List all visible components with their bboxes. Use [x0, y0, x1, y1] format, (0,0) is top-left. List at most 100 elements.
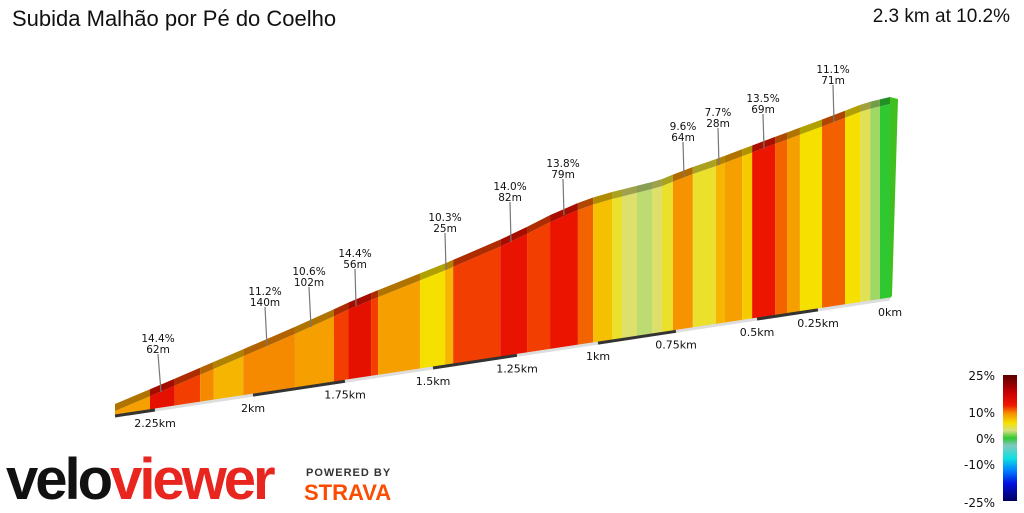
distance-axis-bar: [114, 408, 156, 418]
strava-logo: STRAVA: [304, 480, 392, 505]
distance-axis-bar: [675, 317, 758, 333]
profile-segment-top: [150, 378, 175, 397]
profile-segment-top: [799, 119, 823, 135]
distance-tick-label: 2.25km: [134, 417, 176, 430]
distance-axis-bar: [344, 366, 434, 383]
profile-segment: [775, 139, 788, 316]
profile-segment: [500, 233, 528, 357]
profile-segment: [672, 173, 693, 331]
distance-tick-label: 0.5km: [740, 326, 775, 339]
profile-segment-top: [860, 101, 871, 112]
profile-segment: [661, 181, 673, 333]
profile-segment-top: [845, 104, 861, 118]
annotation-length: 140m: [250, 297, 280, 309]
profile-segment-top: [378, 273, 420, 298]
profile-segment: [799, 126, 823, 312]
profile-segment: [715, 162, 725, 325]
annotation-leader-line: [682, 141, 685, 178]
profile-segment-top: [742, 145, 753, 157]
profile-segment-top: [333, 302, 349, 317]
legend-color-bar: [1003, 375, 1017, 501]
annotation-grade: 13.8%: [546, 158, 579, 170]
profile-segment-top: [577, 197, 594, 210]
profile-segment: [348, 299, 372, 380]
annotation-length: 82m: [498, 192, 522, 204]
annotation-grade: 10.6%: [292, 266, 325, 278]
annotation-length: 62m: [146, 344, 170, 356]
distance-axis-bar: [516, 341, 599, 357]
segment-title: Subida Malhão por Pé do Coelho: [12, 6, 337, 31]
profile-segment-top: [593, 191, 613, 205]
annotation-leader-line: [157, 353, 162, 393]
profile-segment: [419, 270, 446, 369]
profile-segment-top: [692, 159, 716, 174]
profile-segment: [550, 209, 578, 350]
distance-tick-label: 2km: [241, 402, 265, 415]
profile-segment: [845, 111, 861, 305]
legend-label: 10%: [968, 406, 995, 420]
profile-segment: [612, 196, 623, 340]
annotation-leader-line: [264, 306, 268, 347]
veloviewer-logo: veloviewer: [6, 447, 276, 512]
profile-segment-top: [371, 290, 379, 300]
legend-label: 0%: [976, 432, 995, 446]
profile-segment: [213, 356, 244, 401]
profile-segment-top: [651, 179, 662, 190]
profile-segment-top: [672, 166, 693, 182]
profile-segment: [637, 189, 652, 337]
profile-segment-top: [661, 174, 673, 187]
distance-axis-bar: [817, 297, 891, 312]
profile-segment-top: [527, 215, 551, 234]
legend-label: 25%: [968, 369, 995, 383]
annotation-grade: 14.4%: [338, 248, 371, 260]
profile-segment-top: [787, 127, 800, 140]
profile-segment-top: [637, 182, 652, 193]
distance-axis-bar: [756, 308, 819, 321]
annotation-leader-line: [509, 201, 512, 243]
profile-segment-top: [213, 349, 244, 369]
distance-tick-label: 0km: [878, 306, 902, 319]
profile-segment: [787, 134, 800, 314]
annotation-length: 28m: [706, 118, 730, 130]
profile-segment: [577, 204, 594, 346]
annotation-leader-line: [832, 84, 835, 123]
annotation-length: 102m: [294, 277, 324, 289]
profile-segment: [752, 143, 776, 319]
annotation-grade: 11.2%: [248, 286, 281, 298]
profile-segment: [593, 198, 613, 343]
distance-tick-label: 1.5km: [416, 375, 451, 388]
profile-segment: [294, 316, 334, 388]
segment-summary: 2.3 km at 10.2%: [872, 6, 1010, 27]
profile-segment: [243, 333, 295, 396]
distance-axis-bar: [597, 329, 677, 345]
profile-segment-top: [445, 259, 454, 271]
legend-label: -25%: [964, 496, 995, 510]
profile-segment: [651, 186, 662, 334]
profile-segment: [860, 108, 871, 303]
annotation-leader-line: [444, 232, 447, 271]
annotation-leader-line: [308, 286, 312, 328]
profile-segment-top: [612, 189, 623, 199]
distance-tick-label: 1.25km: [496, 362, 538, 375]
profile-segment-top: [622, 185, 637, 197]
annotation-length: 71m: [821, 75, 845, 87]
profile-segment: [174, 374, 201, 407]
profile-segment-top: [775, 132, 788, 144]
annotation-grade: 7.7%: [705, 107, 732, 119]
profile-segment-top: [879, 97, 890, 107]
distance-tick-label: 0.25km: [797, 317, 839, 330]
profile-segment-top: [453, 239, 501, 267]
profile-segment: [200, 368, 214, 403]
profile-segment: [822, 117, 846, 309]
distance-tick-label: 1km: [586, 350, 610, 363]
annotation-length: 69m: [751, 104, 775, 116]
profile-segment: [378, 280, 420, 376]
distance-tick-label: 1.75km: [324, 388, 366, 401]
profile-segment-top: [500, 226, 528, 247]
legend-label: -10%: [964, 458, 995, 472]
powered-by-label: POWERED BY: [306, 467, 392, 479]
distance-axis-bar: [432, 353, 518, 370]
profile-segment: [527, 222, 551, 353]
profile-segment: [150, 385, 175, 410]
